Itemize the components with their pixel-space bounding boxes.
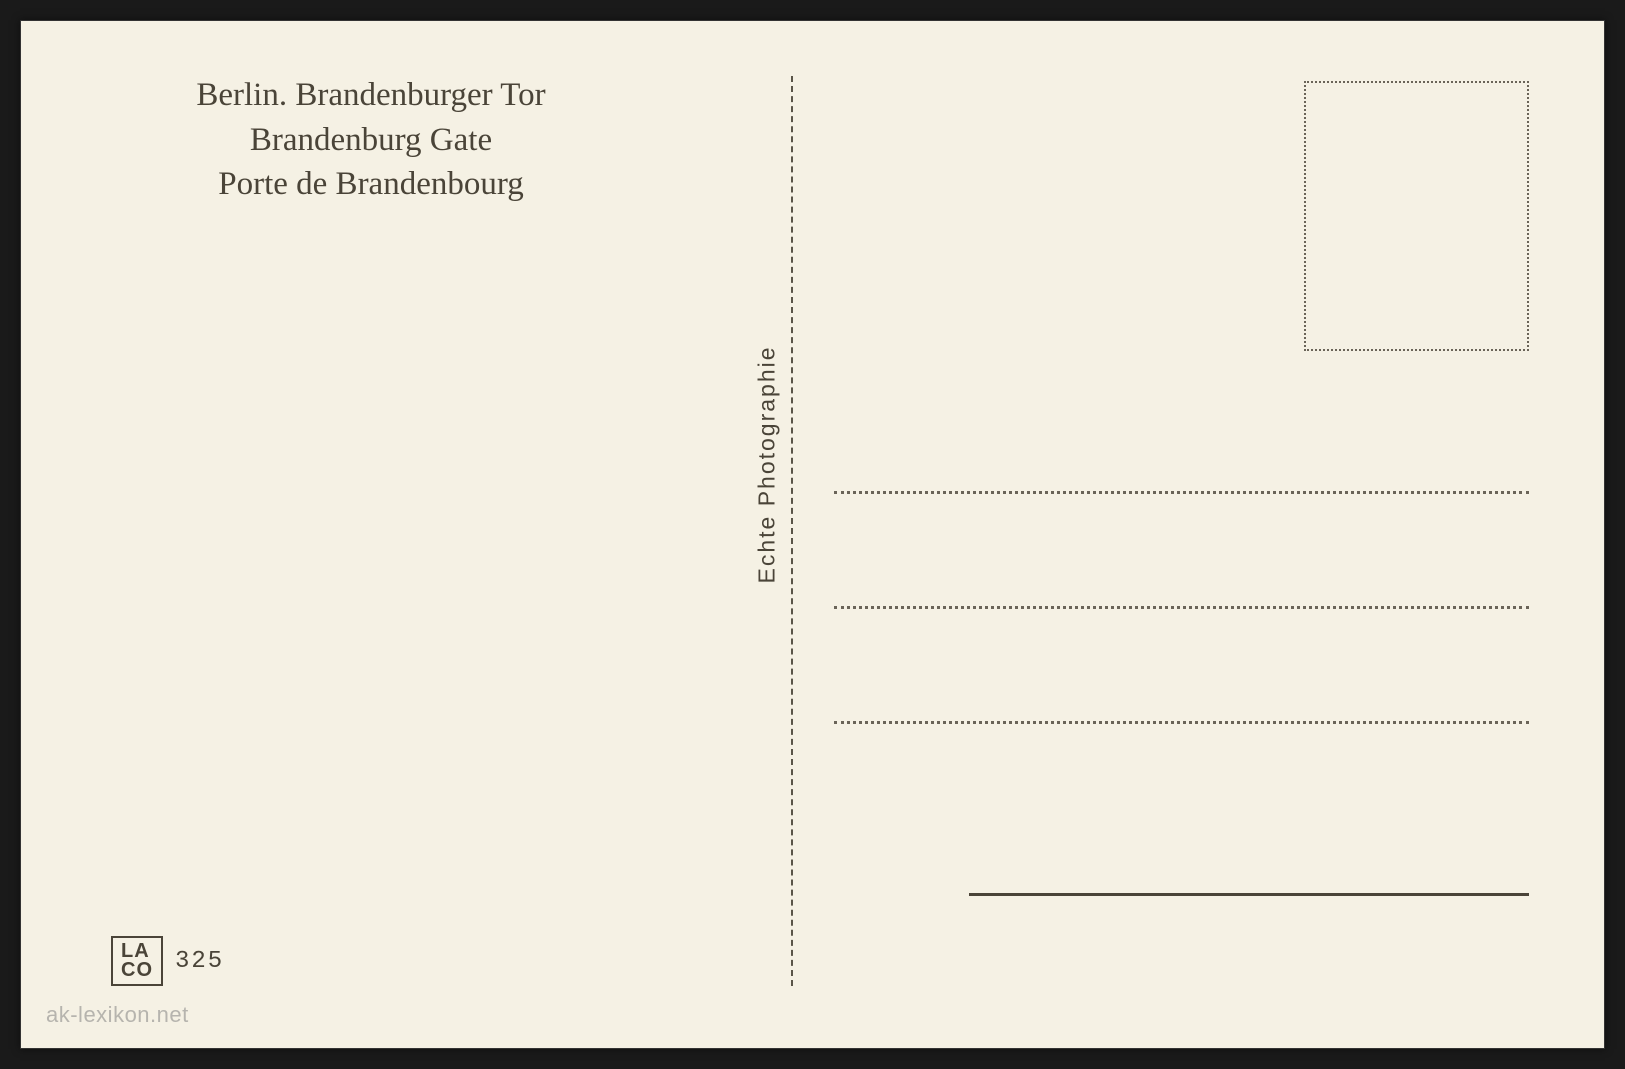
address-line-2 <box>834 606 1529 609</box>
title-line-fr: Porte de Brandenbourg <box>121 162 621 207</box>
center-divider <box>791 76 793 986</box>
address-lines <box>834 491 1529 836</box>
publisher-mark: LA CO 325 <box>111 936 224 986</box>
address-line-3 <box>834 721 1529 724</box>
publisher-logo: LA CO <box>111 936 163 986</box>
address-line-1 <box>834 491 1529 494</box>
address-underline <box>969 893 1529 896</box>
title-block: Berlin. Brandenburger Tor Brandenburg Ga… <box>121 73 621 207</box>
logo-bottom: CO <box>121 961 153 980</box>
vertical-label-text: Echte Photographie <box>754 345 781 583</box>
postcard-back: Berlin. Brandenburger Tor Brandenburg Ga… <box>20 20 1605 1049</box>
watermark: ak-lexikon.net <box>46 1002 189 1028</box>
stamp-box <box>1304 81 1529 351</box>
title-line-de: Berlin. Brandenburger Tor <box>121 73 621 118</box>
title-line-en: Brandenburg Gate <box>121 118 621 163</box>
catalog-number: 325 <box>175 948 224 975</box>
